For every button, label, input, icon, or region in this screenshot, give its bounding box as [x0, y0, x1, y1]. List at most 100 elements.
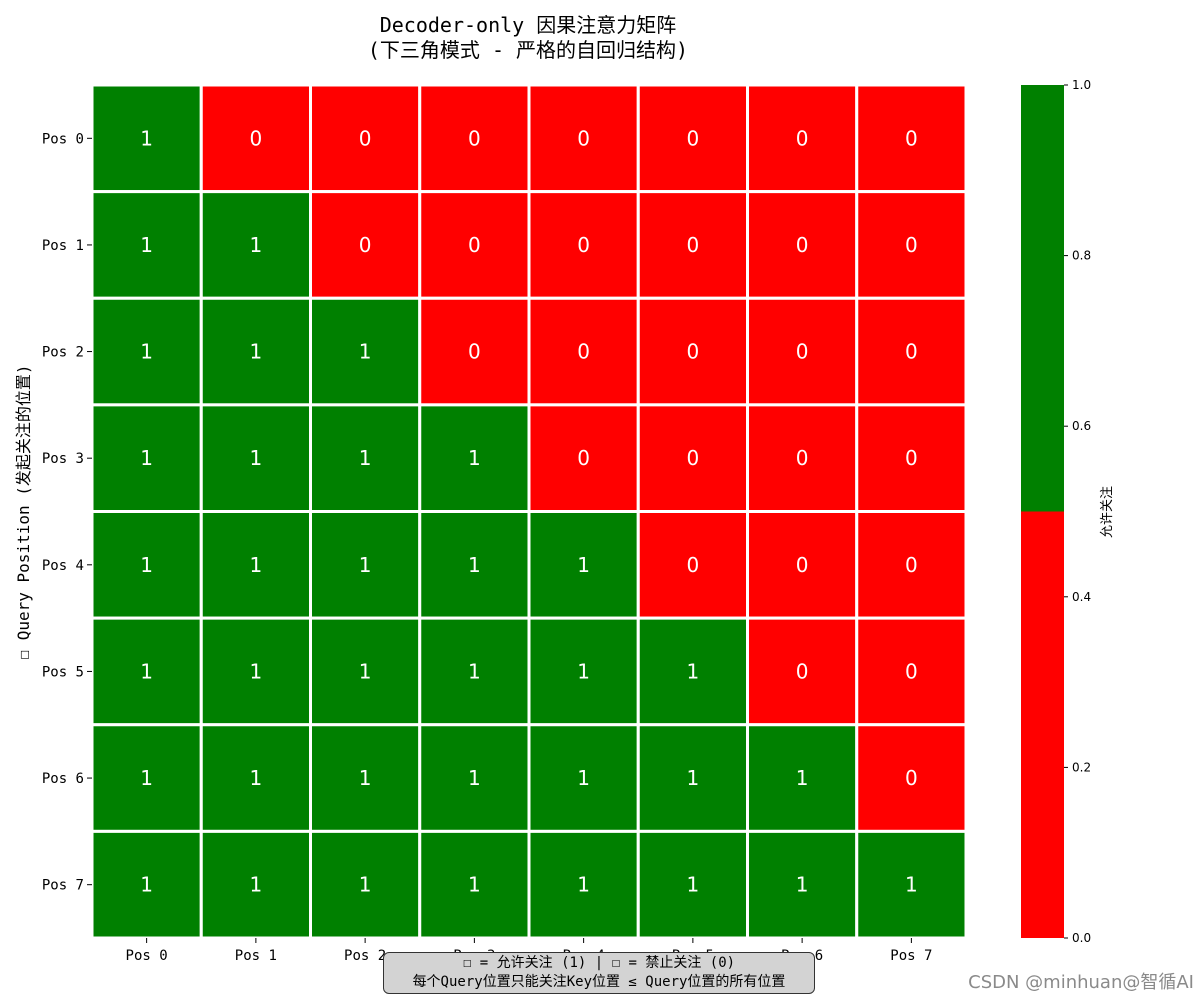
heatmap-cell: [636, 616, 749, 727]
heatmap-cell: [309, 723, 422, 833]
cell-value-label: 1: [468, 873, 481, 897]
colorbar-label: 允许关注: [1099, 486, 1115, 538]
heatmap-cell: [746, 296, 859, 407]
cell-value-label: 1: [359, 766, 372, 790]
cell-value-label: 1: [577, 873, 590, 897]
legend-box: ☐ = 允许关注 (1) | ☐ = 禁止关注 (0) 每个Query位置只能关…: [383, 952, 815, 994]
cell-value-label: 1: [468, 659, 481, 683]
cell-value-label: 1: [140, 233, 153, 257]
y-tick-label: Pos 1: [42, 238, 84, 254]
cell-value-label: 1: [359, 659, 372, 683]
heatmap-cell: [855, 829, 968, 940]
x-tick-label: Pos 2: [344, 948, 386, 964]
cell-value-label: 0: [905, 659, 918, 683]
colorbar-band: [1021, 85, 1064, 512]
cell-value-label: 1: [468, 766, 481, 790]
cell-value-label: 1: [250, 766, 263, 790]
cell-value-label: 0: [905, 553, 918, 577]
y-tick-label: Pos 6: [42, 771, 84, 787]
cell-value-label: 0: [359, 126, 372, 150]
colorbar-tick-label: 1.0: [1072, 78, 1091, 92]
heatmap-cell: [527, 829, 640, 940]
y-tick-label: Pos 7: [42, 878, 84, 894]
cell-value-label: 0: [359, 233, 372, 257]
cell-value-label: 0: [687, 446, 700, 470]
cell-value-label: 0: [687, 233, 700, 257]
cell-value-label: 0: [796, 659, 809, 683]
cell-value-label: 0: [905, 340, 918, 364]
cell-value-label: 1: [140, 766, 153, 790]
heatmap-cell: [855, 83, 968, 194]
heatmap-cell: [309, 296, 422, 407]
watermark: CSDN @minhuan@智循AI: [968, 972, 1194, 993]
cell-value-label: 0: [796, 340, 809, 364]
heatmap-cell: [527, 403, 640, 513]
cell-value-label: 0: [577, 233, 590, 257]
cell-value-label: 0: [687, 340, 700, 364]
cell-value-label: 0: [577, 340, 590, 364]
cell-value-label: 1: [140, 873, 153, 897]
x-tick-label: Pos 7: [890, 948, 932, 964]
cell-value-label: 0: [687, 126, 700, 150]
cell-value-label: 1: [577, 766, 590, 790]
heatmap-cell: [746, 403, 859, 513]
heatmap-cell: [855, 190, 968, 300]
cell-value-label: 1: [796, 766, 809, 790]
cell-value-label: 1: [250, 233, 263, 257]
cell-value-label: 1: [250, 659, 263, 683]
cell-value-label: 1: [468, 446, 481, 470]
colorbar-tick-label: 0.8: [1072, 249, 1091, 263]
heatmap-cell: [199, 723, 312, 833]
cell-value-label: 0: [250, 126, 263, 150]
chart-title-line1: Decoder-only 因果注意力矩阵: [380, 13, 677, 37]
y-tick-labels: Pos 0 Pos 1 Pos 2 Pos 3 Pos 4 Pos 5 Pos 6 Pos 7: [42, 131, 92, 894]
heatmap-cell: [746, 723, 859, 833]
cell-value-label: 0: [905, 446, 918, 470]
cell-value-label: 1: [250, 873, 263, 897]
heatmap-cell: [199, 190, 312, 300]
y-tick-label: Pos 2: [42, 345, 84, 361]
heatmap-cell: [90, 723, 203, 833]
heatmap-cell: [418, 510, 531, 620]
cell-value-label: 0: [687, 553, 700, 577]
y-tick-label: Pos 5: [42, 664, 84, 680]
cell-value-label: 1: [359, 340, 372, 364]
heatmap-cell: [855, 296, 968, 407]
heatmap-cell: [855, 723, 968, 833]
cell-value-label: 0: [468, 126, 481, 150]
heatmap-cell: [636, 83, 749, 194]
heatmap-cell: [199, 616, 312, 727]
cell-value-label: 0: [796, 553, 809, 577]
colorbar-tick-label: 0.0: [1072, 931, 1091, 945]
cell-value-label: 1: [687, 873, 700, 897]
cell-value-label: 0: [796, 446, 809, 470]
cell-value-label: 1: [250, 553, 263, 577]
heatmap-cell: [636, 723, 749, 833]
cell-value-label: 1: [905, 873, 918, 897]
heatmap-cell: [309, 829, 422, 940]
heatmap-cell: [199, 296, 312, 407]
cell-value-label: 0: [905, 766, 918, 790]
cell-value-label: 1: [140, 340, 153, 364]
heatmap-cell: [418, 296, 531, 407]
heatmap-cell: [309, 403, 422, 513]
cell-value-label: 1: [577, 553, 590, 577]
heatmap-cells: 1 0 0 0 0 0 0 0 1 1 0 0 0 0 0 0 1 1 1 0 0 0 0 0 1 1 1 1 0 0 0 0 1 1 1 1 1 0 0 0…: [90, 83, 968, 940]
cell-value-label: 1: [250, 340, 263, 364]
cell-value-label: 1: [140, 126, 153, 150]
y-tick-label: Pos 3: [42, 451, 84, 467]
y-axis-label: ☐ Query Position (发起关注的位置): [14, 364, 33, 659]
heatmap-cell: [636, 190, 749, 300]
cell-value-label: 1: [359, 446, 372, 470]
cell-value-label: 0: [796, 233, 809, 257]
cell-value-label: 1: [359, 553, 372, 577]
cell-value-label: 1: [140, 553, 153, 577]
chart-title-line2: (下三角模式 - 严格的自回归结构): [368, 38, 688, 62]
heatmap-cell: [636, 296, 749, 407]
cell-value-label: 0: [796, 126, 809, 150]
cell-value-label: 0: [905, 233, 918, 257]
cell-value-label: 0: [468, 340, 481, 364]
heatmap-cell: [527, 616, 640, 727]
colorbar-tick-label: 0.2: [1072, 760, 1091, 774]
